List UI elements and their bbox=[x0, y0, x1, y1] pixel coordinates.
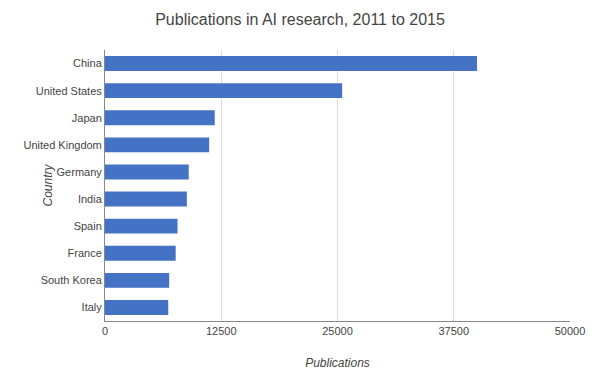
svg-text:France: France bbox=[68, 247, 102, 259]
svg-text:25000: 25000 bbox=[322, 325, 353, 337]
svg-text:Spain: Spain bbox=[74, 220, 102, 232]
svg-text:Country: Country bbox=[41, 163, 55, 206]
svg-text:12500: 12500 bbox=[206, 325, 237, 337]
svg-text:Publications: Publications bbox=[305, 356, 370, 370]
svg-text:Germany: Germany bbox=[57, 166, 103, 178]
svg-text:37500: 37500 bbox=[438, 325, 469, 337]
svg-text:Japan: Japan bbox=[72, 112, 102, 124]
svg-text:South Korea: South Korea bbox=[41, 274, 103, 286]
svg-text:0: 0 bbox=[102, 325, 108, 337]
svg-text:Italy: Italy bbox=[82, 301, 103, 313]
svg-text:United Kingdom: United Kingdom bbox=[24, 139, 102, 151]
svg-text:India: India bbox=[78, 193, 103, 205]
svg-text:50000: 50000 bbox=[555, 325, 586, 337]
svg-text:China: China bbox=[73, 57, 103, 69]
svg-text:Publications in AI research, 2: Publications in AI research, 2011 to 201… bbox=[155, 11, 445, 28]
svg-text:United States: United States bbox=[36, 85, 103, 97]
